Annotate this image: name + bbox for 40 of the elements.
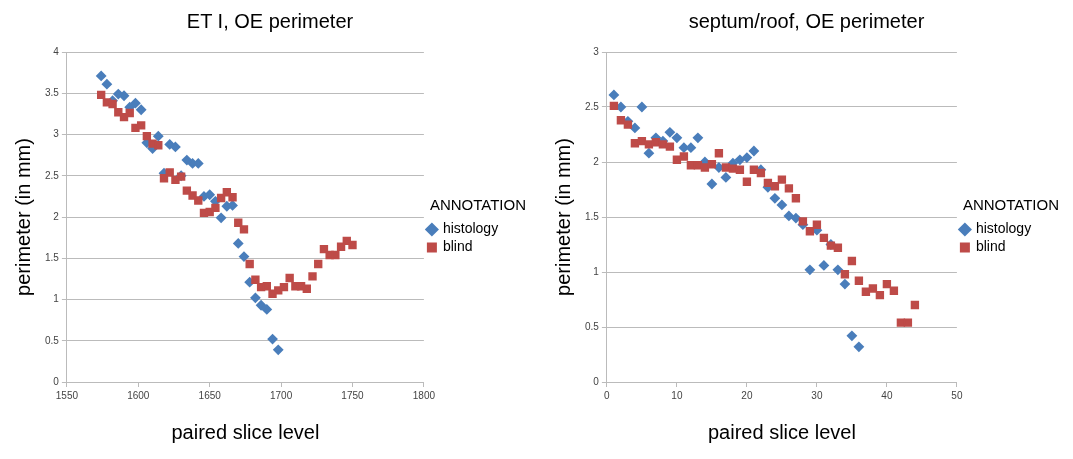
y-tick-label: 2	[53, 210, 60, 222]
y-tick-label: 3	[593, 45, 600, 57]
y-tick-label: 1	[53, 293, 60, 305]
y-tick-label: 1	[593, 265, 600, 277]
x-tick-label: 1650	[198, 389, 222, 401]
x-tick-label: 1800	[412, 389, 436, 401]
y-tick-label: 4	[53, 45, 60, 57]
y-tick-label: 1.5	[585, 210, 600, 222]
x-tick-label: 40	[881, 389, 893, 401]
legend-title: ANNOTATION	[429, 196, 526, 214]
legend-label: blind	[442, 238, 473, 255]
y-tick-label: 1.5	[45, 252, 60, 263]
x-tick-label: 10	[671, 389, 683, 401]
y-axis-title: perimeter (in mm)	[11, 138, 34, 296]
chart-title: septum/roof, OE perimeter	[688, 9, 925, 32]
y-axis-title: perimeter (in mm)	[551, 138, 574, 296]
y-tick-label: 2.5	[585, 100, 600, 112]
y-tick-label: 3	[53, 128, 60, 140]
x-tick-label: 1550	[55, 389, 79, 401]
y-tick-label: 0	[53, 375, 60, 387]
x-tick-label: 1600	[127, 389, 150, 401]
x-axis-title: paired slice level	[171, 420, 320, 443]
legend-title: ANNOTATION	[962, 196, 1059, 214]
y-tick-label: 0	[593, 375, 600, 387]
x-axis-title: paired slice level	[707, 420, 856, 443]
legend-label: histology	[975, 220, 1032, 237]
x-tick-label: 30	[811, 389, 823, 401]
y-tick-label: 2.5	[45, 169, 60, 181]
y-tick-label: 2	[593, 155, 600, 167]
chart-title: ET I, OE perimeter	[186, 9, 354, 32]
legend-label: histology	[442, 220, 499, 237]
y-tick-label: 0.5	[45, 334, 60, 346]
y-tick-label: 3.5	[45, 87, 60, 98]
legend-label: blind	[975, 238, 1006, 255]
x-tick-label: 1700	[269, 389, 293, 401]
x-tick-label: 50	[951, 389, 963, 401]
x-tick-label: 0	[604, 389, 611, 401]
x-tick-label: 1750	[341, 389, 365, 401]
y-tick-label: 0.5	[585, 320, 600, 332]
x-tick-label: 20	[741, 389, 753, 401]
